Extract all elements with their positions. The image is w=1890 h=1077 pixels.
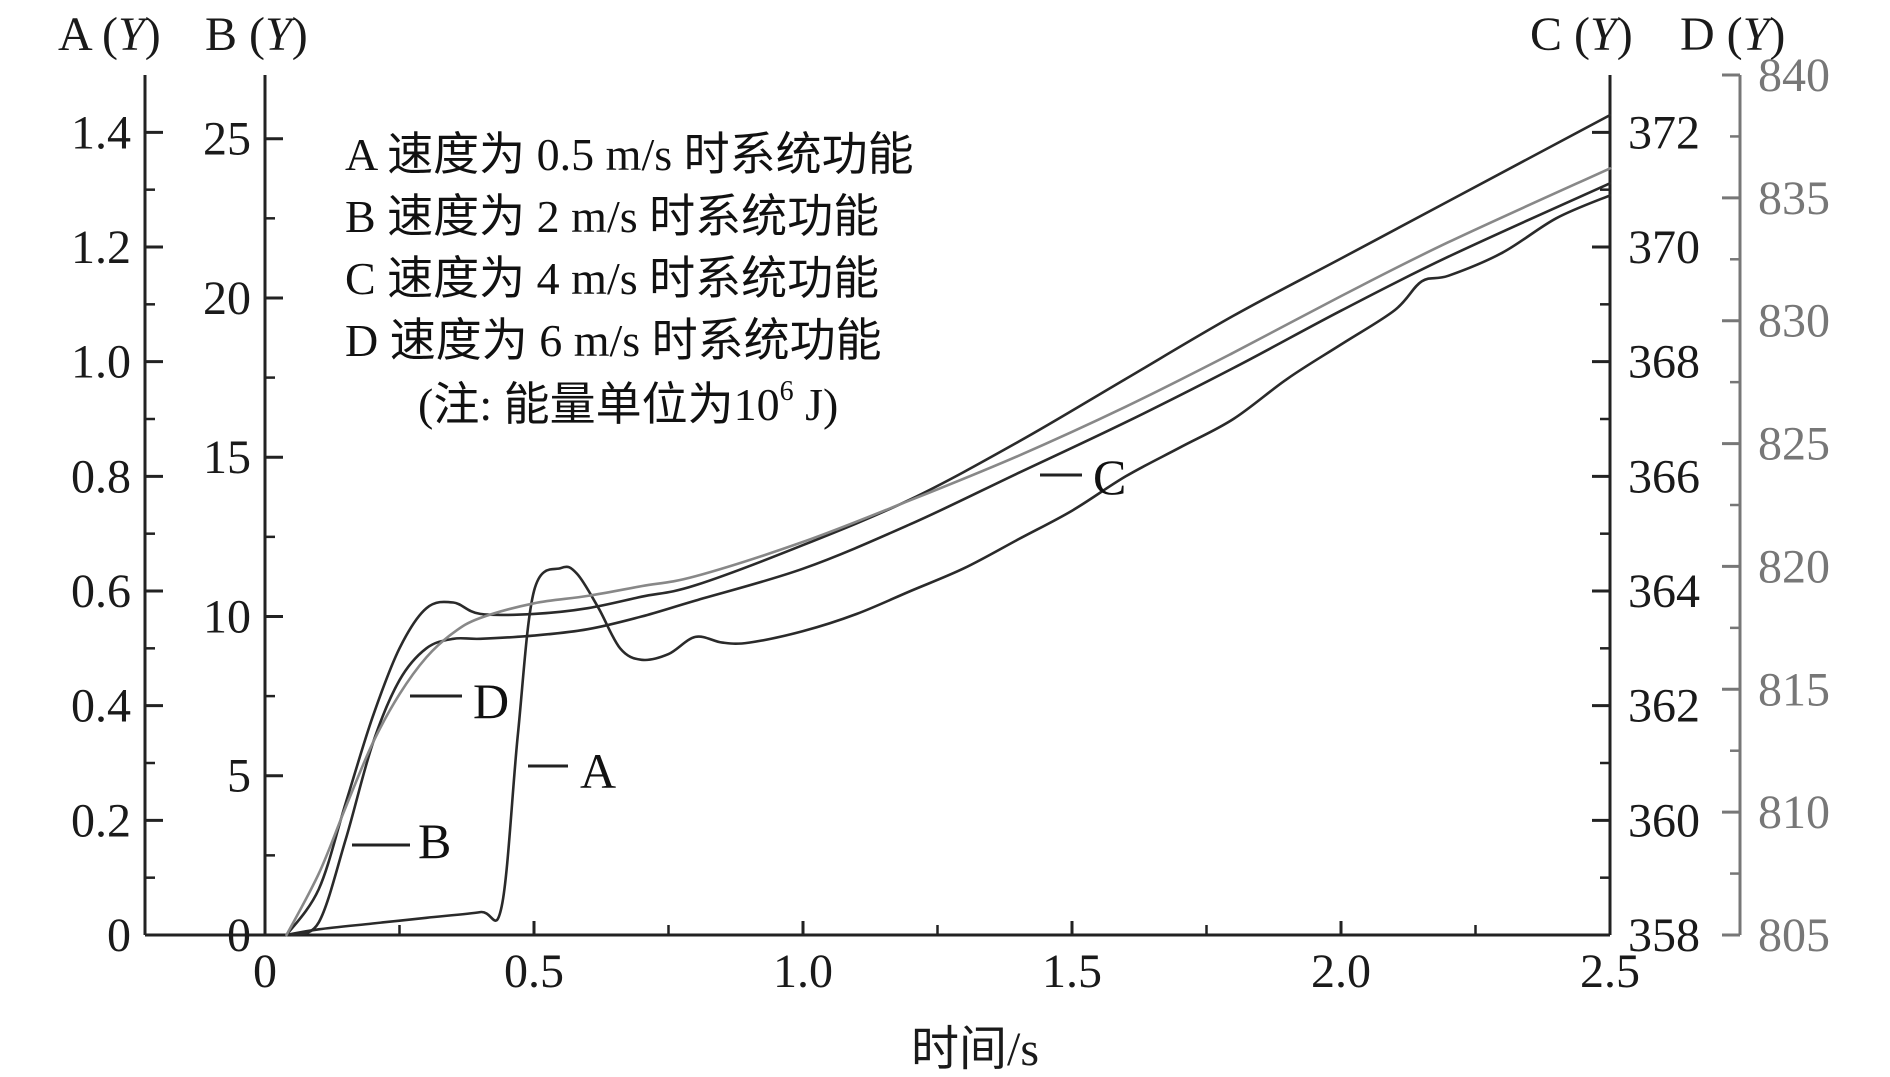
y-tick-label-a: 1.0 — [71, 336, 131, 389]
x-tick-label: 1.0 — [773, 945, 833, 998]
callout-label-b: B — [418, 813, 451, 869]
series-line-d — [285, 167, 1612, 937]
y-tick-label-c: 358 — [1628, 909, 1700, 962]
series-line-b — [290, 182, 1612, 937]
y-tick-label-c: 364 — [1628, 565, 1700, 618]
legend-entry-b: B 速度为 2 m/s 时系统功能 — [345, 191, 879, 242]
y-tick-label-b: 10 — [203, 590, 251, 643]
y-tick-label-c: 370 — [1628, 221, 1700, 274]
y-tick-label-a: 0.2 — [71, 794, 131, 847]
y-tick-label-b: 25 — [203, 113, 251, 166]
axis-title-b: B (Y) — [205, 8, 308, 61]
y-tick-label-d: 805 — [1758, 909, 1830, 962]
y-tick-label-a: 0.6 — [71, 565, 131, 618]
legend-entry-a: A 速度为 0.5 m/s 时系统功能 — [345, 129, 914, 180]
y-tick-label-c: 360 — [1628, 794, 1700, 847]
y-tick-label-a: 1.2 — [71, 221, 131, 274]
y-tick-label-d: 835 — [1758, 172, 1830, 225]
y-tick-label-a: 0.4 — [71, 680, 131, 733]
callout-label-a: A — [580, 743, 616, 799]
axis-title-a: A (Y) — [58, 8, 161, 61]
y-tick-label-b: 5 — [227, 750, 251, 803]
y-tick-label-c: 368 — [1628, 336, 1700, 389]
callout-label-c: C — [1093, 449, 1126, 505]
x-tick-label: 0.5 — [504, 945, 564, 998]
legend-entry-d: D 速度为 6 m/s 时系统功能 — [345, 315, 882, 366]
y-tick-label-d: 810 — [1758, 786, 1830, 839]
series-line-a — [285, 194, 1612, 937]
series-line-c — [285, 113, 1612, 937]
y-tick-label-c: 366 — [1628, 450, 1700, 503]
series-layer — [285, 113, 1612, 937]
y-tick-label-b: 20 — [203, 272, 251, 325]
x-tick-label: 2.0 — [1311, 945, 1371, 998]
y-tick-label-d: 830 — [1758, 295, 1830, 348]
ticks-layer: 0 0.2 0.4 0.6 0.8 1.0 1.2 1.4 0 5 10 15 20 25 358 360 36… — [71, 49, 1830, 998]
y-tick-label-d: 815 — [1758, 663, 1830, 716]
axis-title-d: D (Y) — [1680, 8, 1785, 61]
legend-entry-c: C 速度为 4 m/s 时系统功能 — [345, 253, 879, 304]
y-tick-label-a: 0 — [107, 909, 131, 962]
energy-unit-note: (注: 能量单位为106 J) — [418, 376, 838, 430]
y-tick-label-c: 362 — [1628, 680, 1700, 733]
y-tick-label-b: 0 — [227, 909, 251, 962]
y-tick-label-c: 372 — [1628, 106, 1700, 159]
y-tick-label-d: 825 — [1758, 418, 1830, 471]
x-tick-label: 0 — [253, 945, 277, 998]
axis-title-c: C (Y) — [1530, 8, 1633, 61]
y-tick-label-a: 0.8 — [71, 450, 131, 503]
y-tick-label-d: 840 — [1758, 49, 1830, 102]
callout-label-d: D — [473, 673, 509, 729]
x-axis-title: 时间/s — [911, 1023, 1039, 1076]
y-tick-label-b: 15 — [203, 431, 251, 484]
x-tick-label: 1.5 — [1042, 945, 1102, 998]
y-tick-label-d: 820 — [1758, 540, 1830, 593]
y-tick-label-a: 1.4 — [71, 106, 131, 159]
x-tick-label: 2.5 — [1580, 945, 1640, 998]
